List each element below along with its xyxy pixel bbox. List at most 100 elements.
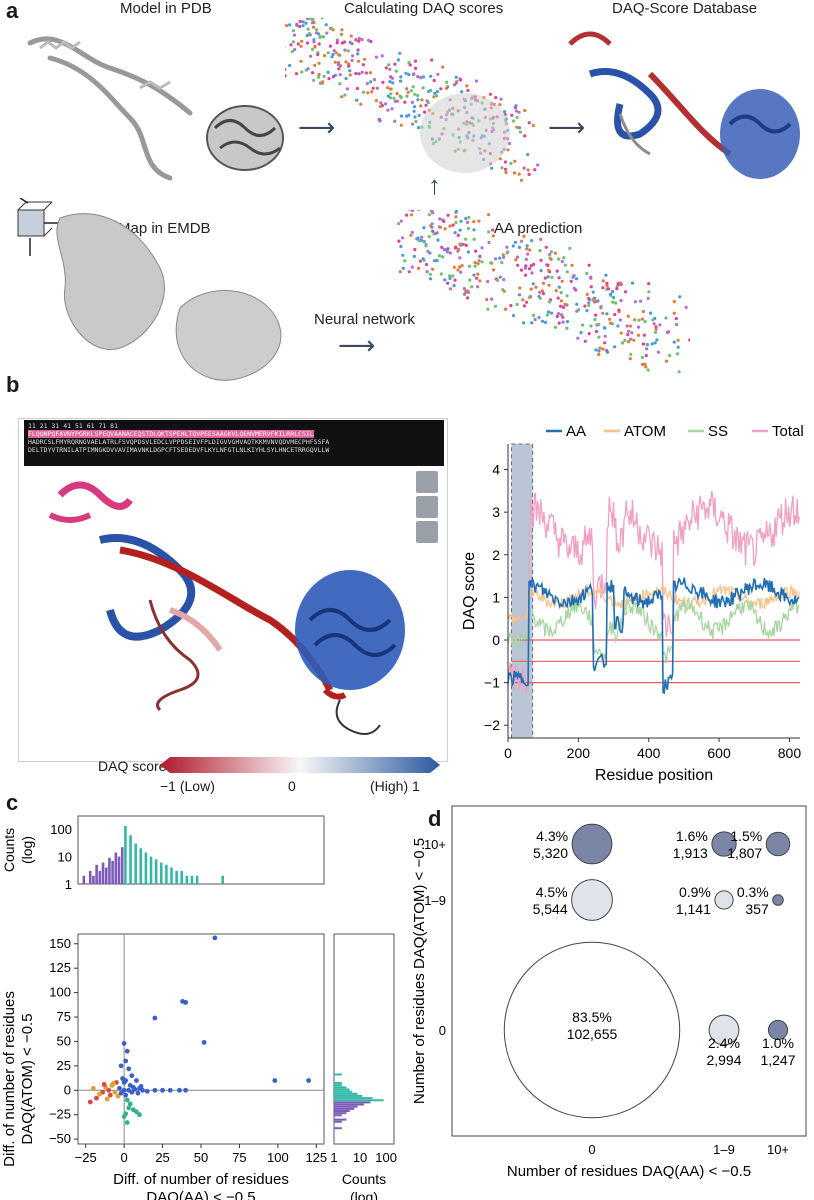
density-dot xyxy=(459,78,463,82)
x-axis-label: Number of residues DAQ(AA) < −0.5 xyxy=(507,1163,751,1180)
density-dot xyxy=(354,71,358,76)
legend-label: SS xyxy=(708,423,728,440)
scatter-point xyxy=(117,1085,122,1091)
density-dot xyxy=(417,126,421,130)
density-dot xyxy=(289,43,293,47)
prediction-dot xyxy=(501,288,505,292)
seq-line-3[interactable]: DELTDYVTRNILATPIMNGKDVVAVIMAVNKLDGPCFTSE… xyxy=(28,446,330,454)
density-dot xyxy=(409,89,413,93)
density-dot xyxy=(290,50,294,54)
density-dot xyxy=(420,98,424,102)
y-tick-label: 1–9 xyxy=(424,893,446,908)
density-dot xyxy=(512,171,517,175)
prediction-dot xyxy=(608,317,612,321)
prediction-dot xyxy=(608,292,613,296)
density-dot xyxy=(531,123,535,128)
density-dot xyxy=(363,57,367,61)
prediction-dot xyxy=(572,274,576,278)
prediction-dot xyxy=(466,250,470,254)
density-dot xyxy=(305,18,310,21)
atom-series-line xyxy=(507,583,800,625)
top-hist-bar xyxy=(111,860,114,884)
right-hist-bar xyxy=(334,1110,350,1113)
top-y-tick-label: 1 xyxy=(65,877,72,892)
prediction-dot xyxy=(587,263,591,267)
prediction-dot xyxy=(398,270,402,274)
prediction-dot xyxy=(524,264,528,268)
right-xlabel-2: (log) xyxy=(350,1189,378,1200)
prediction-dot xyxy=(601,347,605,351)
prediction-dot xyxy=(548,300,552,304)
seq-line-2[interactable]: HADRCSLFMYRQRNGVAELATRLFSVQPDSVLEDCLVPPD… xyxy=(28,438,330,446)
panel-c-label: c xyxy=(6,790,19,815)
scatter-point xyxy=(132,1086,138,1092)
seq-numbers-1: 11 21 31 41 51 61 71 81 xyxy=(28,422,119,430)
scatter-point xyxy=(134,1109,139,1115)
density-dot xyxy=(361,63,365,67)
daq-score-line-chart: −2 −1 0 1 2 3 4 0 200 400 600 800 Residue position DA… xyxy=(461,423,804,784)
density-dot xyxy=(312,38,316,42)
density-dot xyxy=(404,71,408,75)
density-dot xyxy=(300,70,304,74)
right-hist-bar xyxy=(334,1099,384,1102)
density-dot xyxy=(432,95,436,99)
prediction-dot xyxy=(491,228,495,232)
x-tick-label: 800 xyxy=(778,745,802,761)
density-dot xyxy=(514,104,518,108)
sequence-viewer[interactable]: 11 21 31 41 51 61 71 81 FLQQNPQFAVNYPGRK… xyxy=(24,420,444,466)
prediction-dot xyxy=(589,285,593,289)
seq-line-1[interactable]: FLQQNPQFAVNYPGRKLSPEQVAANACEQSTDLQKTSPEH… xyxy=(28,430,314,438)
density-dot xyxy=(344,60,348,64)
top-ylabel-2: (log) xyxy=(19,836,35,864)
density-dot xyxy=(285,74,287,78)
density-dot xyxy=(514,109,518,113)
density-dot xyxy=(384,66,388,70)
prediction-dot xyxy=(674,317,678,321)
prediction-dot xyxy=(541,319,545,323)
density-dot xyxy=(441,65,445,69)
rotate-button[interactable] xyxy=(416,471,438,493)
prediction-dot xyxy=(437,254,442,258)
prediction-dot xyxy=(585,271,589,276)
prediction-dot xyxy=(440,255,445,259)
y-tick-label: 125 xyxy=(49,960,71,975)
prediction-dot xyxy=(541,292,545,296)
density-dot xyxy=(536,163,540,167)
density-dot xyxy=(298,19,302,24)
bubble-count-label: 1,913 xyxy=(673,845,708,861)
right-hist-bar xyxy=(334,1120,342,1123)
prediction-dot xyxy=(646,296,650,300)
prediction-dot xyxy=(487,240,491,245)
density-dot xyxy=(293,48,297,52)
center-button[interactable] xyxy=(416,496,438,518)
density-dot xyxy=(398,94,402,98)
top-hist-bar xyxy=(165,864,168,884)
x-tick-label: 125 xyxy=(305,1150,327,1165)
prediction-dot xyxy=(632,338,636,342)
scatter-point xyxy=(201,1040,207,1045)
prediction-dot xyxy=(494,257,498,261)
prediction-dot xyxy=(557,257,561,261)
density-dot xyxy=(335,41,339,45)
scatter-point xyxy=(123,1092,129,1098)
panel-d-label: d xyxy=(428,806,442,831)
bubble xyxy=(571,879,613,921)
structure-viewer[interactable] xyxy=(20,470,420,755)
y-tick-label: −50 xyxy=(49,1131,71,1146)
prediction-dot xyxy=(451,274,455,278)
density-dot xyxy=(406,90,410,94)
density-dot xyxy=(517,110,521,114)
top-hist-bar xyxy=(120,847,124,884)
density-dot xyxy=(421,75,425,79)
fullscreen-button[interactable] xyxy=(416,521,438,543)
density-dot xyxy=(310,18,315,22)
prediction-dot xyxy=(503,307,508,311)
bubble-frame xyxy=(451,805,807,1137)
prediction-dot xyxy=(548,252,552,256)
y-tick-label: −25 xyxy=(49,1107,71,1122)
bubble-count-label: 357 xyxy=(745,901,769,917)
prediction-dot xyxy=(515,255,520,259)
prediction-dot xyxy=(602,326,606,330)
prediction-dot xyxy=(587,303,591,307)
prediction-dot xyxy=(490,297,494,301)
